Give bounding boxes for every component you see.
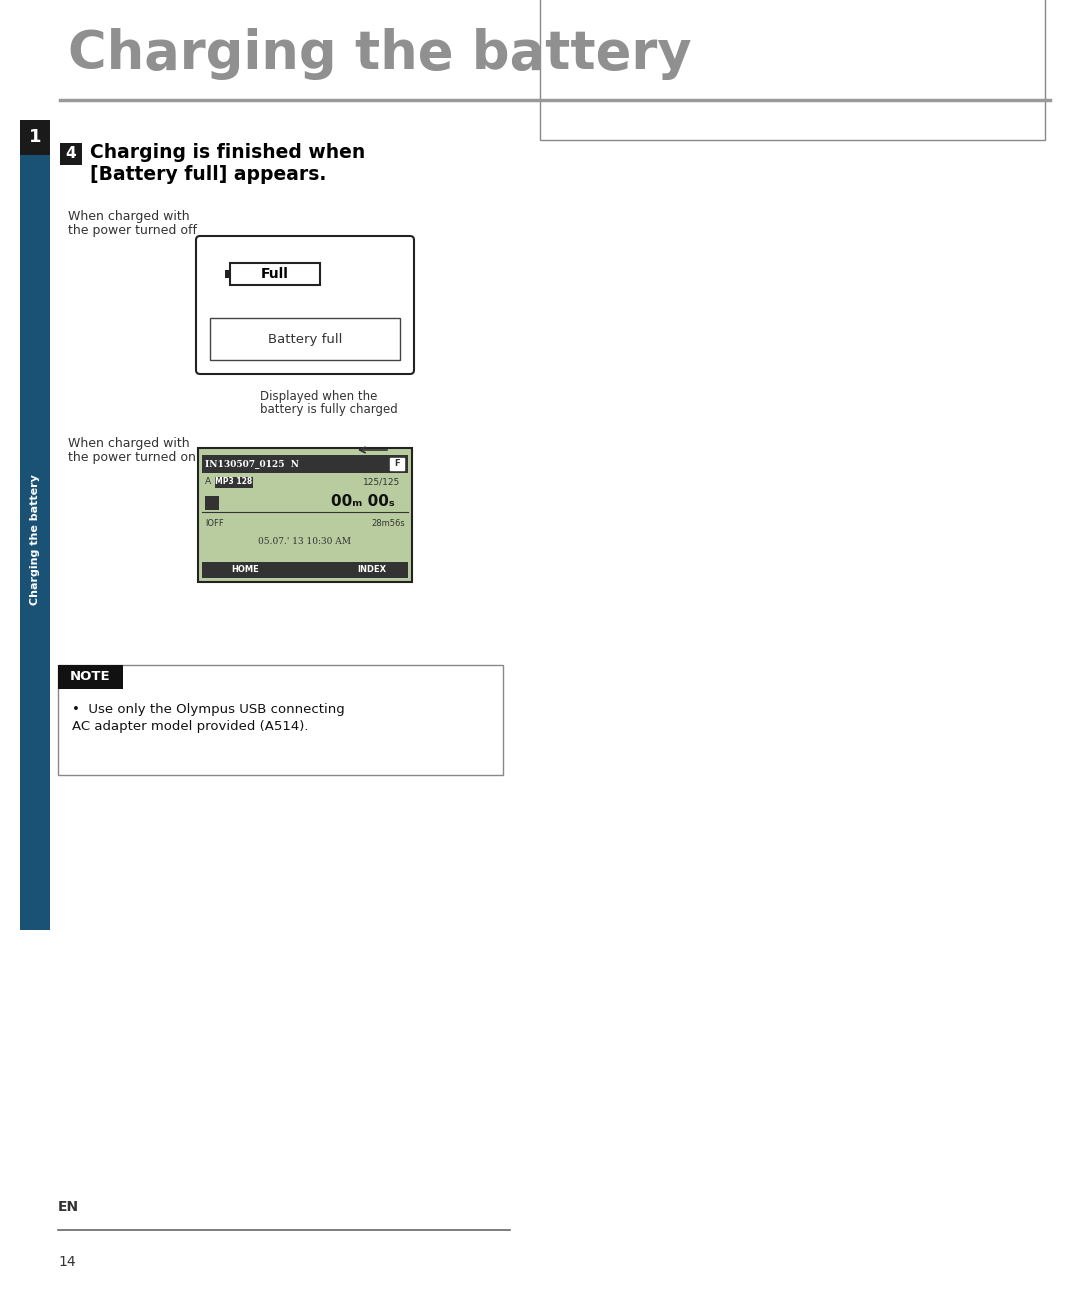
Text: INDEX: INDEX xyxy=(357,566,387,575)
Text: When charged with: When charged with xyxy=(68,210,190,223)
Text: 1: 1 xyxy=(29,128,41,145)
FancyBboxPatch shape xyxy=(390,458,404,470)
Text: Charging is finished when: Charging is finished when xyxy=(90,143,365,162)
Text: lOFF: lOFF xyxy=(205,520,224,528)
FancyBboxPatch shape xyxy=(202,562,408,578)
Text: MP3 128: MP3 128 xyxy=(215,478,253,486)
Text: When charged with: When charged with xyxy=(68,438,190,451)
FancyBboxPatch shape xyxy=(58,665,503,776)
FancyBboxPatch shape xyxy=(198,448,411,582)
FancyBboxPatch shape xyxy=(58,665,123,689)
Text: IN130507_0125  N: IN130507_0125 N xyxy=(205,460,299,469)
Text: Full: Full xyxy=(261,267,289,282)
Text: 14: 14 xyxy=(58,1255,76,1269)
Text: Displayed when the: Displayed when the xyxy=(260,390,377,403)
Text: HOME: HOME xyxy=(231,566,259,575)
Text: EN: EN xyxy=(58,1200,79,1214)
Text: A: A xyxy=(205,478,211,486)
Text: Charging the battery: Charging the battery xyxy=(68,28,691,80)
Text: Battery full: Battery full xyxy=(268,333,342,346)
Text: the power turned off: the power turned off xyxy=(68,224,197,237)
Text: the power turned on: the power turned on xyxy=(68,451,195,464)
FancyBboxPatch shape xyxy=(540,0,1045,140)
FancyBboxPatch shape xyxy=(215,477,253,489)
FancyBboxPatch shape xyxy=(60,143,82,165)
FancyBboxPatch shape xyxy=(21,121,50,930)
FancyBboxPatch shape xyxy=(195,236,414,373)
Text: 125/125: 125/125 xyxy=(363,478,400,486)
FancyBboxPatch shape xyxy=(210,318,400,360)
Text: Charging the battery: Charging the battery xyxy=(30,474,40,605)
Text: 00ₘ 00ₛ: 00ₘ 00ₛ xyxy=(332,494,395,510)
FancyBboxPatch shape xyxy=(230,263,320,286)
FancyBboxPatch shape xyxy=(202,455,408,473)
FancyBboxPatch shape xyxy=(202,474,408,490)
FancyBboxPatch shape xyxy=(205,496,219,510)
Text: F: F xyxy=(394,460,400,469)
Text: NOTE: NOTE xyxy=(70,671,110,684)
Text: 4: 4 xyxy=(66,147,77,161)
Text: 05.07.' 13 10:30 AM: 05.07.' 13 10:30 AM xyxy=(258,537,351,546)
Text: •  Use only the Olympus USB connecting
AC adapter model provided (A514).: • Use only the Olympus USB connecting AC… xyxy=(72,703,345,734)
Text: 28m56s: 28m56s xyxy=(372,520,405,528)
Text: battery is fully charged: battery is fully charged xyxy=(260,403,397,417)
FancyBboxPatch shape xyxy=(21,121,50,155)
FancyBboxPatch shape xyxy=(225,270,230,278)
Text: [Battery full] appears.: [Battery full] appears. xyxy=(90,165,326,183)
